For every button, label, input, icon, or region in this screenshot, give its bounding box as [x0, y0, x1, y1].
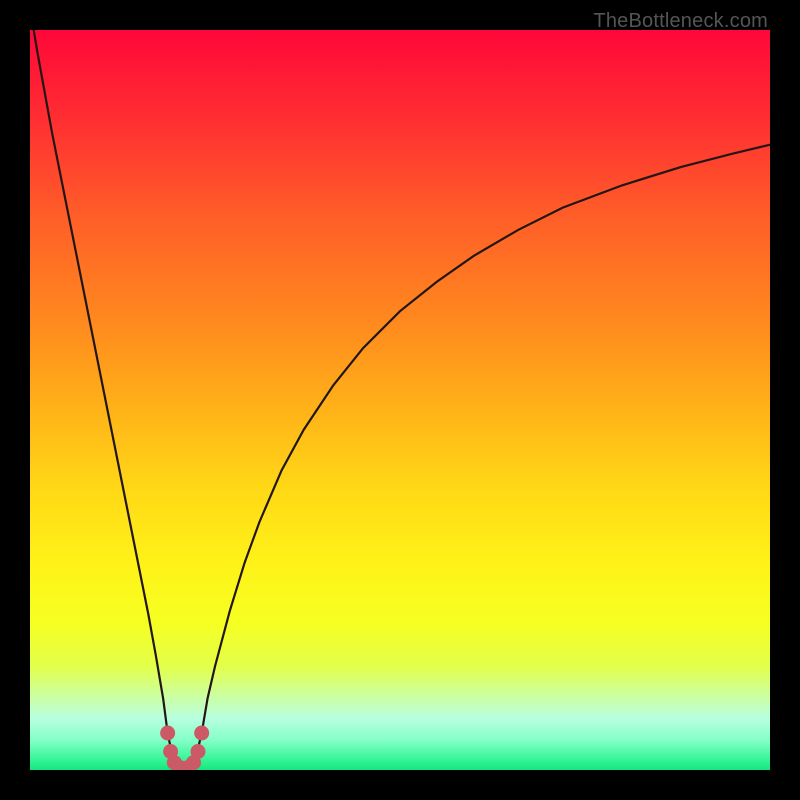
curve-vertex-marks — [160, 726, 209, 771]
watermark-text: TheBottleneck.com — [593, 10, 768, 33]
vertex-dot — [190, 744, 205, 759]
plot-area — [30, 30, 770, 770]
curve-layer — [30, 30, 770, 770]
bottleneck-curve — [34, 30, 770, 768]
vertex-dot — [160, 726, 175, 741]
vertex-dot — [194, 726, 209, 741]
